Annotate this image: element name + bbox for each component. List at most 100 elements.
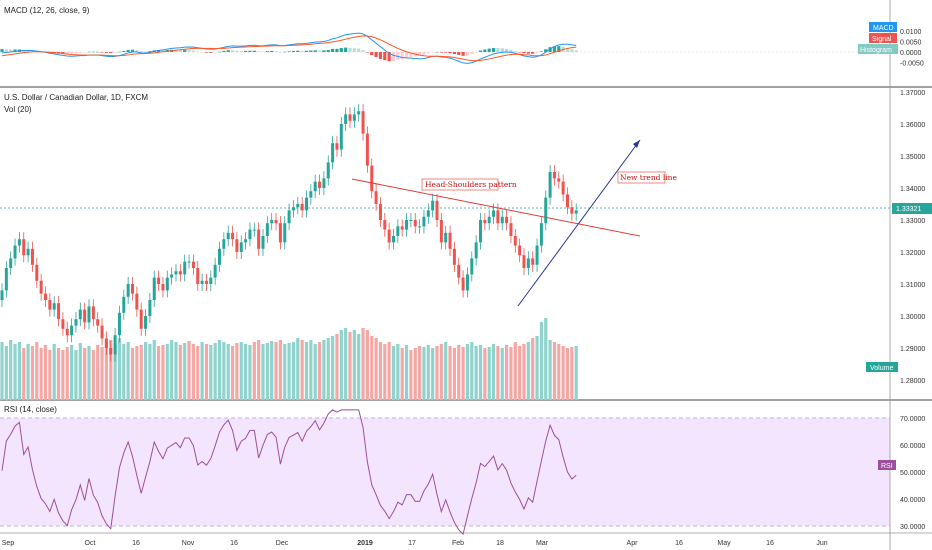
candle <box>483 212 487 231</box>
candle-body <box>296 204 300 208</box>
macd-hist-bar <box>535 52 539 53</box>
candle <box>109 340 113 362</box>
macd-hist-bar <box>13 49 17 52</box>
volume-bar <box>109 340 113 400</box>
volume-bar <box>113 345 117 400</box>
candle-body <box>83 309 87 323</box>
candle <box>196 260 200 292</box>
volume-bar <box>96 345 100 400</box>
candle-body <box>344 114 348 124</box>
volume-bar <box>230 346 235 400</box>
volume-bar <box>313 344 317 400</box>
candle-body <box>574 210 578 214</box>
candle-body <box>422 216 426 227</box>
candle <box>161 276 165 298</box>
candle-body <box>222 239 226 249</box>
volume-bar <box>200 342 204 400</box>
volume-bar <box>370 336 374 400</box>
candle-body <box>248 229 252 240</box>
volume-bar <box>9 340 13 400</box>
rsi-tag: RSI <box>881 463 893 470</box>
volume-bar <box>178 345 182 400</box>
macd-hist-bar <box>439 52 443 53</box>
candle-body <box>552 172 556 179</box>
macd-hist-bar <box>209 52 213 53</box>
volume-bar <box>570 347 574 400</box>
volume-bar <box>148 344 152 400</box>
candle <box>239 235 243 260</box>
rsi-line <box>1 409 577 536</box>
volume-bar <box>170 340 174 400</box>
candle-body <box>26 248 30 256</box>
candle-body <box>305 197 308 211</box>
macd-hist-bar <box>196 51 200 52</box>
volume-bar <box>309 340 313 400</box>
macd-hist-bar <box>183 49 187 52</box>
macd-title: MACD (12, 26, close, 9) <box>4 6 90 15</box>
candle <box>487 209 491 231</box>
macd-hist-bar <box>4 49 8 52</box>
price-tick-label: 1.31000 <box>900 282 925 289</box>
candle <box>461 270 465 298</box>
volume-bar <box>261 344 265 400</box>
macd-hist-bar <box>230 50 235 52</box>
candle-body <box>161 284 165 291</box>
volume-bar <box>339 330 343 400</box>
volume-bar <box>26 344 30 400</box>
volume-bar <box>357 334 361 400</box>
candle <box>513 228 517 253</box>
candle <box>361 104 365 141</box>
candle <box>191 254 195 276</box>
candle <box>26 241 30 263</box>
head-shoulders-neckline[interactable] <box>351 178 641 237</box>
macd-hist-bar <box>78 52 82 53</box>
candle <box>278 216 282 250</box>
candle <box>270 212 274 231</box>
volume-bar <box>22 348 26 400</box>
volume-bar <box>165 344 169 400</box>
candle-body <box>426 210 430 217</box>
candle-body <box>500 216 504 224</box>
histogram-tag-bg <box>858 44 898 54</box>
volume-bar <box>561 346 565 400</box>
volume-bar <box>61 350 65 400</box>
candle <box>231 225 235 247</box>
volume-bar <box>404 345 409 400</box>
candle-body <box>87 306 91 323</box>
candle-body <box>465 274 469 291</box>
macd-hist-bar <box>70 52 74 54</box>
volume-bar <box>409 350 413 400</box>
new-trend-line[interactable] <box>517 139 641 307</box>
macd-hist-bar <box>296 50 300 52</box>
volume-bar <box>248 345 252 400</box>
candle-body <box>196 268 200 284</box>
macd-hist-bar <box>291 50 296 52</box>
candle-body <box>396 226 400 236</box>
candle-body <box>492 210 496 217</box>
signal-tag: Signal <box>872 36 892 43</box>
macd-hist-bar <box>226 50 230 52</box>
macd-hist-bar <box>365 52 369 53</box>
candle <box>139 302 143 336</box>
candle-body <box>448 232 452 249</box>
volume-bar <box>87 346 91 400</box>
candle <box>370 158 374 199</box>
volume-title: Vol (20) <box>4 105 32 114</box>
candle-body <box>4 268 8 291</box>
volume-bar <box>544 318 548 400</box>
macd-tag: MACD <box>873 25 894 32</box>
candle-body <box>561 181 565 195</box>
macd-tick-label: 0.0000 <box>900 50 922 57</box>
macd-hist-bar <box>174 49 178 52</box>
volume-bar <box>378 342 383 400</box>
candle-body <box>144 316 148 329</box>
candle-body <box>200 280 204 284</box>
volume-bar <box>322 340 326 400</box>
candle <box>305 190 308 218</box>
macd-hist-bar <box>322 50 326 52</box>
macd-hist-bar <box>178 50 182 52</box>
macd-hist-bar <box>431 52 435 53</box>
macd-hist-bar <box>217 51 222 53</box>
volume-bar <box>474 346 478 400</box>
volume-bar <box>426 345 430 400</box>
